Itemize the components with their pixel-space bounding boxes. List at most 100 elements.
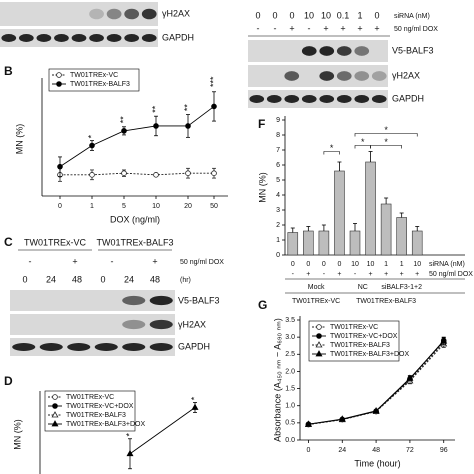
blot-band (18, 34, 34, 42)
row-label: 50 ng/ml DOX (429, 271, 473, 278)
significance: * (361, 137, 365, 147)
panel-letter: B (4, 64, 13, 78)
y-tick-label: 7 (276, 147, 280, 154)
row-value: + (306, 271, 310, 278)
bracket (370, 145, 402, 149)
marker (211, 170, 217, 177)
y-tick-label: 6 (276, 162, 280, 169)
y-axis-title: MN (%) (14, 124, 24, 155)
blot-band (141, 8, 157, 20)
legend-label: TW01TREx-BALF3 (70, 81, 130, 88)
significance: * (384, 125, 388, 135)
y-tick-label: 0 (276, 252, 280, 259)
significance: * (189, 396, 199, 400)
y-tick-label: 8 (276, 132, 280, 139)
dox-value: - (257, 23, 260, 33)
bar (380, 203, 392, 256)
panel-letter: F (258, 117, 265, 131)
x-tick-label: 5 (122, 203, 126, 210)
significance: ** (182, 104, 192, 112)
x-axis-title: DOX (ng/ml) (110, 214, 160, 224)
blot-band (301, 46, 317, 56)
blot-label: GAPDH (392, 93, 424, 103)
cell-line-label: TW01TREx-BALF3 (356, 298, 416, 305)
marker (304, 420, 312, 427)
marker (406, 374, 414, 381)
group-label: NC (358, 284, 368, 291)
row-value: - (323, 271, 326, 278)
x-tick-label: 20 (184, 203, 192, 210)
marker (185, 123, 191, 129)
group-label: TW01TREx-BALF3 (96, 237, 173, 247)
blot-band (89, 8, 104, 20)
row-value: 1 (384, 261, 388, 268)
blot-band (336, 95, 352, 103)
y-tick-label: 4 (276, 192, 280, 199)
row-value: - (292, 271, 295, 278)
significance: *** (208, 76, 218, 87)
blot-band (12, 343, 36, 351)
row-value: + (369, 271, 373, 278)
sirna-value: 0 (374, 10, 379, 20)
sirna-value: 10 (321, 10, 331, 20)
bar (396, 217, 407, 256)
x-tick-label: 1 (90, 203, 94, 210)
blot-band (319, 71, 335, 81)
blot-label: γH2AX (162, 8, 190, 18)
dox-value: + (72, 256, 77, 266)
legend-label: TW01TREx-VC+DOX (330, 333, 398, 340)
blot-band (1, 34, 17, 42)
marker (121, 170, 127, 177)
blot-strip (10, 314, 175, 335)
sirna-value: 1 (357, 10, 362, 20)
y-tick-label: 5 (276, 177, 280, 184)
dox-value: - (29, 256, 32, 266)
bracket (354, 133, 418, 137)
y-tick-label: 3 (276, 207, 280, 214)
blot-label: GAPDH (178, 341, 210, 351)
blot-band (371, 71, 387, 81)
blot-band (39, 343, 63, 351)
blot-band (106, 34, 122, 42)
y-tick-label: 0.0 (285, 437, 295, 444)
y-tick-label: 1.5 (285, 385, 295, 392)
marker (440, 337, 448, 344)
bar (411, 230, 423, 256)
marker (153, 172, 159, 178)
bracket (323, 151, 340, 155)
y-tick-label: 3.0 (285, 334, 295, 341)
series-line (129, 407, 196, 455)
blot-band (67, 343, 91, 351)
marker (315, 341, 323, 348)
row-value: 10 (367, 261, 375, 268)
legend-box (48, 68, 140, 92)
sirna-value: 0.1 (337, 10, 350, 20)
significance: * (384, 137, 388, 147)
blot-band (122, 343, 146, 351)
series-line (308, 343, 445, 426)
time-value: 0 (22, 274, 27, 284)
row-value: 0 (322, 261, 326, 268)
time-value: 48 (150, 274, 160, 284)
marker (89, 142, 95, 149)
blot-band (354, 95, 370, 103)
x-axis-title: Time (hour) (354, 458, 400, 468)
panel-letter: C (4, 235, 13, 249)
row-label: 50 ng/ml DOX (180, 259, 224, 266)
blot-strip (10, 290, 175, 311)
row-value: + (384, 271, 388, 278)
blot-strip (248, 40, 388, 62)
legend-label: TW01TREx-BALF3 (66, 412, 126, 419)
marker (121, 128, 127, 134)
marker (185, 170, 191, 177)
legend-label: TW01TREx-VC (70, 72, 118, 79)
x-tick-label: 96 (440, 447, 448, 454)
blot-band (319, 46, 335, 56)
marker (51, 411, 59, 418)
sirna-value: 0 (289, 10, 294, 20)
blot-band (36, 34, 52, 42)
time-value: 24 (46, 274, 56, 284)
y-tick-label: 2 (276, 222, 280, 229)
y-tick-label: 0.5 (285, 420, 295, 427)
